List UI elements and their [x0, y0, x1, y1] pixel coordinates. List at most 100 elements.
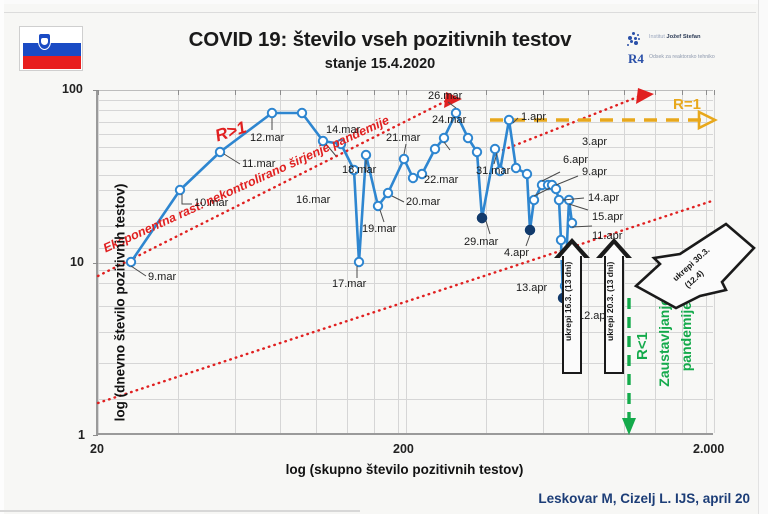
xtick-60	[316, 90, 317, 95]
r-less-than-one-label: R<1	[634, 332, 651, 360]
slovenia-flag-icon	[19, 26, 83, 71]
point-label-15-apr: 15.apr	[592, 211, 624, 223]
xtick-200	[406, 90, 407, 95]
xtick-40	[235, 90, 236, 95]
trend-line-right-arrowhead	[636, 88, 654, 104]
ijs-logo-row-2: R4 Odsek za reaktorsko tehniko	[627, 50, 757, 69]
flag-band-white	[23, 30, 81, 43]
point-label-14-apr: 14.apr	[588, 192, 620, 204]
point-label-13-apr: 13.apr	[516, 282, 548, 294]
label-leader-lines	[130, 101, 593, 315]
x-axis-title: log (skupno število pozitivnih testov)	[285, 462, 524, 477]
xtick-800	[682, 90, 683, 95]
point-label-14-mar: 14.mar	[326, 124, 361, 136]
xtick-label-2000: 2.000	[693, 442, 725, 456]
point-label-11-mar: 11.mar	[242, 158, 276, 170]
gridline-y-90	[98, 110, 713, 112]
slide-right-edge	[758, 0, 768, 520]
chart-plot-area: Eksponentna rast: nekontrolirano širjenj…	[62, 82, 756, 456]
ijs-institute-name: Institut Jožef Stefan	[649, 34, 701, 40]
gridline-y-10	[98, 262, 713, 264]
y-axis-title: log (dnevno število pozitivnih testov)	[112, 183, 128, 422]
point-label-9-apr: 9.apr	[582, 166, 608, 178]
point-label-9-mar: 9.mar	[148, 271, 177, 283]
gridline-x-30	[178, 90, 179, 433]
point-label-16-mar: 16.mar	[296, 194, 331, 206]
xtick-label-200: 200	[393, 442, 414, 456]
point-label-1-apr: 1.apr	[521, 111, 547, 123]
gridline-y-85	[98, 121, 713, 123]
xtick-20	[98, 90, 99, 95]
ijs-department-name: Odsek za reaktorsko tehniko	[649, 54, 715, 60]
measures-arrow-16-mar-label: ukrepi 16.3. (13 dni)	[563, 262, 573, 342]
gridline-x-50	[280, 90, 281, 433]
gridline-x-100	[406, 90, 407, 433]
point-label-21-mar: 21.mar	[386, 132, 421, 144]
xtick-50	[280, 90, 281, 95]
point-label-3-apr: 3.apr	[582, 136, 608, 148]
gridline-x-300	[486, 90, 487, 433]
ytick-label-10: 10	[70, 255, 84, 269]
r4-logo-mark: R4	[628, 51, 644, 66]
gridline-y-80	[98, 133, 713, 135]
trend-line-upper-dotted	[96, 98, 450, 278]
point-label-12-apr: 12.apr	[578, 310, 610, 322]
trend-line-right-dotted	[501, 94, 642, 152]
point-label-18-mar: 18.mar	[342, 164, 377, 176]
slide-top-rule	[4, 12, 756, 13]
flag-coat-of-arms-inner	[41, 38, 48, 45]
xtick-500	[588, 90, 589, 95]
point-label-19-mar: 19.mar	[362, 223, 397, 235]
gridline-y-8	[98, 306, 713, 308]
xtick-70	[347, 90, 348, 95]
flag-band-red	[23, 56, 81, 69]
gridline-x-500	[588, 90, 589, 433]
xtick-80	[374, 90, 375, 95]
xtick-label-20: 20	[90, 442, 104, 456]
marker-4-apr-dark	[524, 224, 536, 236]
arrow-stem	[604, 256, 624, 374]
gridline-x-90	[398, 90, 399, 433]
ijs-dots-icon	[627, 32, 643, 47]
arrow-stem	[562, 256, 582, 374]
gridline-y-95	[98, 99, 713, 101]
measures-arrow-30-mar-shape	[633, 222, 756, 310]
gridline-y-7	[98, 332, 713, 334]
ytick-100	[93, 90, 98, 91]
slide-left-edge	[0, 0, 4, 520]
point-label-12-mar: 12.mar	[250, 132, 285, 144]
r-equals-one-label: R=1	[673, 96, 701, 113]
page-subtitle: stanje 15.4.2020	[324, 56, 436, 72]
ijs-logo: Institut Jožef Stefan R4 Odsek za reakto…	[627, 31, 757, 71]
arrow-head-inner	[599, 243, 628, 260]
gridline-y-55	[98, 210, 713, 211]
measures-arrow-20-mar-label: ukrepi 20.3. (13 dni)	[605, 262, 615, 342]
ytick-label-100: 100	[62, 82, 83, 96]
gridline-x-600	[624, 90, 625, 433]
gridline-y-5	[98, 398, 713, 400]
point-label-26-mar: 26.mar	[428, 90, 463, 102]
gridline-x-20	[98, 90, 99, 433]
gridline-y-45	[98, 247, 713, 249]
xtick-2000	[714, 90, 715, 95]
r-less-one-arrowhead	[622, 418, 636, 435]
slide-top-edge	[0, 0, 768, 4]
gridline-x-700	[655, 90, 656, 433]
r-equals-one-arrowhead	[697, 109, 718, 131]
point-label-10-mar: 10.mar	[194, 197, 229, 209]
slide-bottom-edge	[0, 514, 768, 520]
point-label-6-apr: 6.apr	[563, 154, 589, 166]
trend-line-lower-dotted	[96, 198, 717, 405]
point-label-20-mar: 20.mar	[406, 196, 441, 208]
gridline-x-400	[543, 90, 544, 433]
trend-line-upper-arrowhead	[444, 92, 462, 108]
gridline-x-60	[316, 90, 317, 433]
point-label-4-apr: 4.apr	[504, 247, 530, 259]
gridline-y-65	[98, 174, 713, 176]
gridline-y-60	[98, 190, 713, 192]
gridline-y-50	[98, 226, 713, 228]
page-title: COVID 19: število vseh pozitivnih testov	[188, 28, 572, 51]
xtick-300	[486, 90, 487, 95]
xtick-90	[398, 90, 399, 95]
